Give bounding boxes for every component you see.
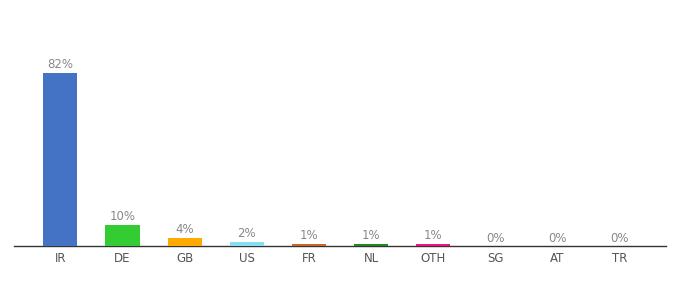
- Text: 1%: 1%: [424, 229, 443, 242]
- Bar: [354, 244, 388, 246]
- Text: 10%: 10%: [109, 210, 135, 223]
- Text: 4%: 4%: [175, 223, 194, 236]
- Text: 1%: 1%: [362, 229, 380, 242]
- Bar: [292, 244, 326, 246]
- Text: 0%: 0%: [486, 232, 505, 245]
- Text: 0%: 0%: [611, 232, 629, 245]
- Bar: [105, 225, 139, 246]
- Text: 2%: 2%: [237, 227, 256, 240]
- Bar: [416, 244, 450, 246]
- Bar: [167, 238, 202, 246]
- Bar: [230, 242, 264, 246]
- Text: 0%: 0%: [548, 232, 566, 245]
- Text: 1%: 1%: [300, 229, 318, 242]
- Text: 82%: 82%: [48, 58, 73, 71]
- Bar: [44, 73, 78, 246]
